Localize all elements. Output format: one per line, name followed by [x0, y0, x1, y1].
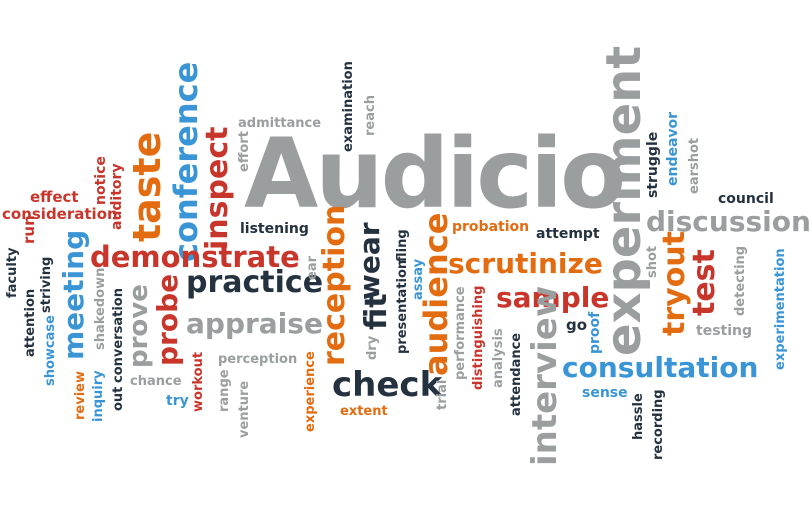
word-experience: experience — [303, 351, 318, 432]
word-inquiry: inquiry — [91, 370, 106, 422]
word-faculty: faculty — [5, 247, 20, 298]
word-appraise: appraise — [186, 307, 323, 340]
word-sense: sense — [582, 385, 628, 401]
word-meeting: meeting — [57, 229, 90, 360]
word-audience: audience — [417, 212, 455, 376]
word-struggle: struggle — [645, 131, 661, 198]
word-earshot: earshot — [687, 137, 702, 194]
word-striving: striving — [39, 256, 54, 313]
word-consultation: consultation — [562, 351, 759, 384]
word-try: try — [166, 393, 189, 409]
word-recording: recording — [651, 389, 666, 460]
word-audicio: Audicio — [244, 118, 626, 230]
word-reach: reach — [363, 95, 378, 136]
word-attempt: attempt — [536, 226, 600, 242]
word-reception: reception — [317, 204, 352, 366]
word-examination: examination — [341, 61, 356, 152]
word-discussion: discussion — [646, 205, 811, 238]
word-attention: attention — [23, 288, 38, 357]
word-experimentation: experimentation — [773, 248, 788, 370]
word-chance: chance — [130, 374, 182, 389]
word-showcase: showcase — [43, 315, 58, 386]
word-performance: performance — [453, 286, 468, 380]
word-trial: trial — [435, 379, 450, 410]
word-detecting: detecting — [733, 245, 748, 316]
word-auditory: auditory — [109, 163, 125, 230]
word-inspect: inspect — [200, 126, 235, 250]
word-council: council — [718, 191, 774, 207]
word-extent: extent — [340, 404, 388, 419]
word-dry: dry — [365, 335, 380, 360]
word-probation: probation — [452, 219, 530, 235]
word-wear: wear — [353, 222, 386, 300]
word-attendance: attendance — [509, 332, 524, 416]
word-run: run — [20, 215, 38, 244]
word-analysis: analysis — [491, 328, 506, 388]
word-interview: interview — [525, 285, 565, 466]
word-endeavor: endeavor — [665, 111, 681, 186]
word-notice: notice — [93, 156, 109, 205]
word-sample: sample — [496, 281, 610, 314]
word-workout: workout — [191, 351, 206, 412]
word-presentation: presentation — [395, 259, 410, 354]
word-listening: listening — [240, 221, 309, 237]
word-hassle: hassle — [631, 393, 646, 440]
word-testing: testing — [696, 323, 752, 339]
word-taste: taste — [125, 131, 169, 242]
word-effect: effect — [30, 188, 79, 206]
word-perception: perception — [218, 352, 298, 367]
word-prove: prove — [124, 284, 154, 368]
word-fling: fling — [395, 229, 410, 262]
word-effort: effort — [237, 131, 252, 172]
word-venture: venture — [237, 380, 252, 438]
word-tryout: tryout — [657, 231, 692, 336]
word-test: test — [687, 249, 722, 316]
word-admittance: admittance — [238, 116, 322, 131]
word-probe: probe — [151, 273, 184, 366]
word-distinguishing: distinguishing — [471, 285, 486, 390]
word-demonstrate: demonstrate — [90, 240, 300, 274]
word-go: go — [566, 316, 588, 334]
word-practice: practice — [186, 265, 324, 300]
word-conference: conference — [167, 61, 205, 262]
word-scrutinize: scrutinize — [448, 247, 603, 280]
word-out: out — [111, 386, 126, 411]
word-experiment: experiment — [596, 45, 652, 356]
word-shakedown: shakedown — [93, 267, 108, 350]
word-review: review — [73, 371, 88, 420]
word-consideration: consideration — [2, 205, 118, 223]
word-check: check — [332, 365, 443, 405]
word-shot: shot — [645, 245, 660, 278]
word-range: range — [217, 369, 232, 412]
